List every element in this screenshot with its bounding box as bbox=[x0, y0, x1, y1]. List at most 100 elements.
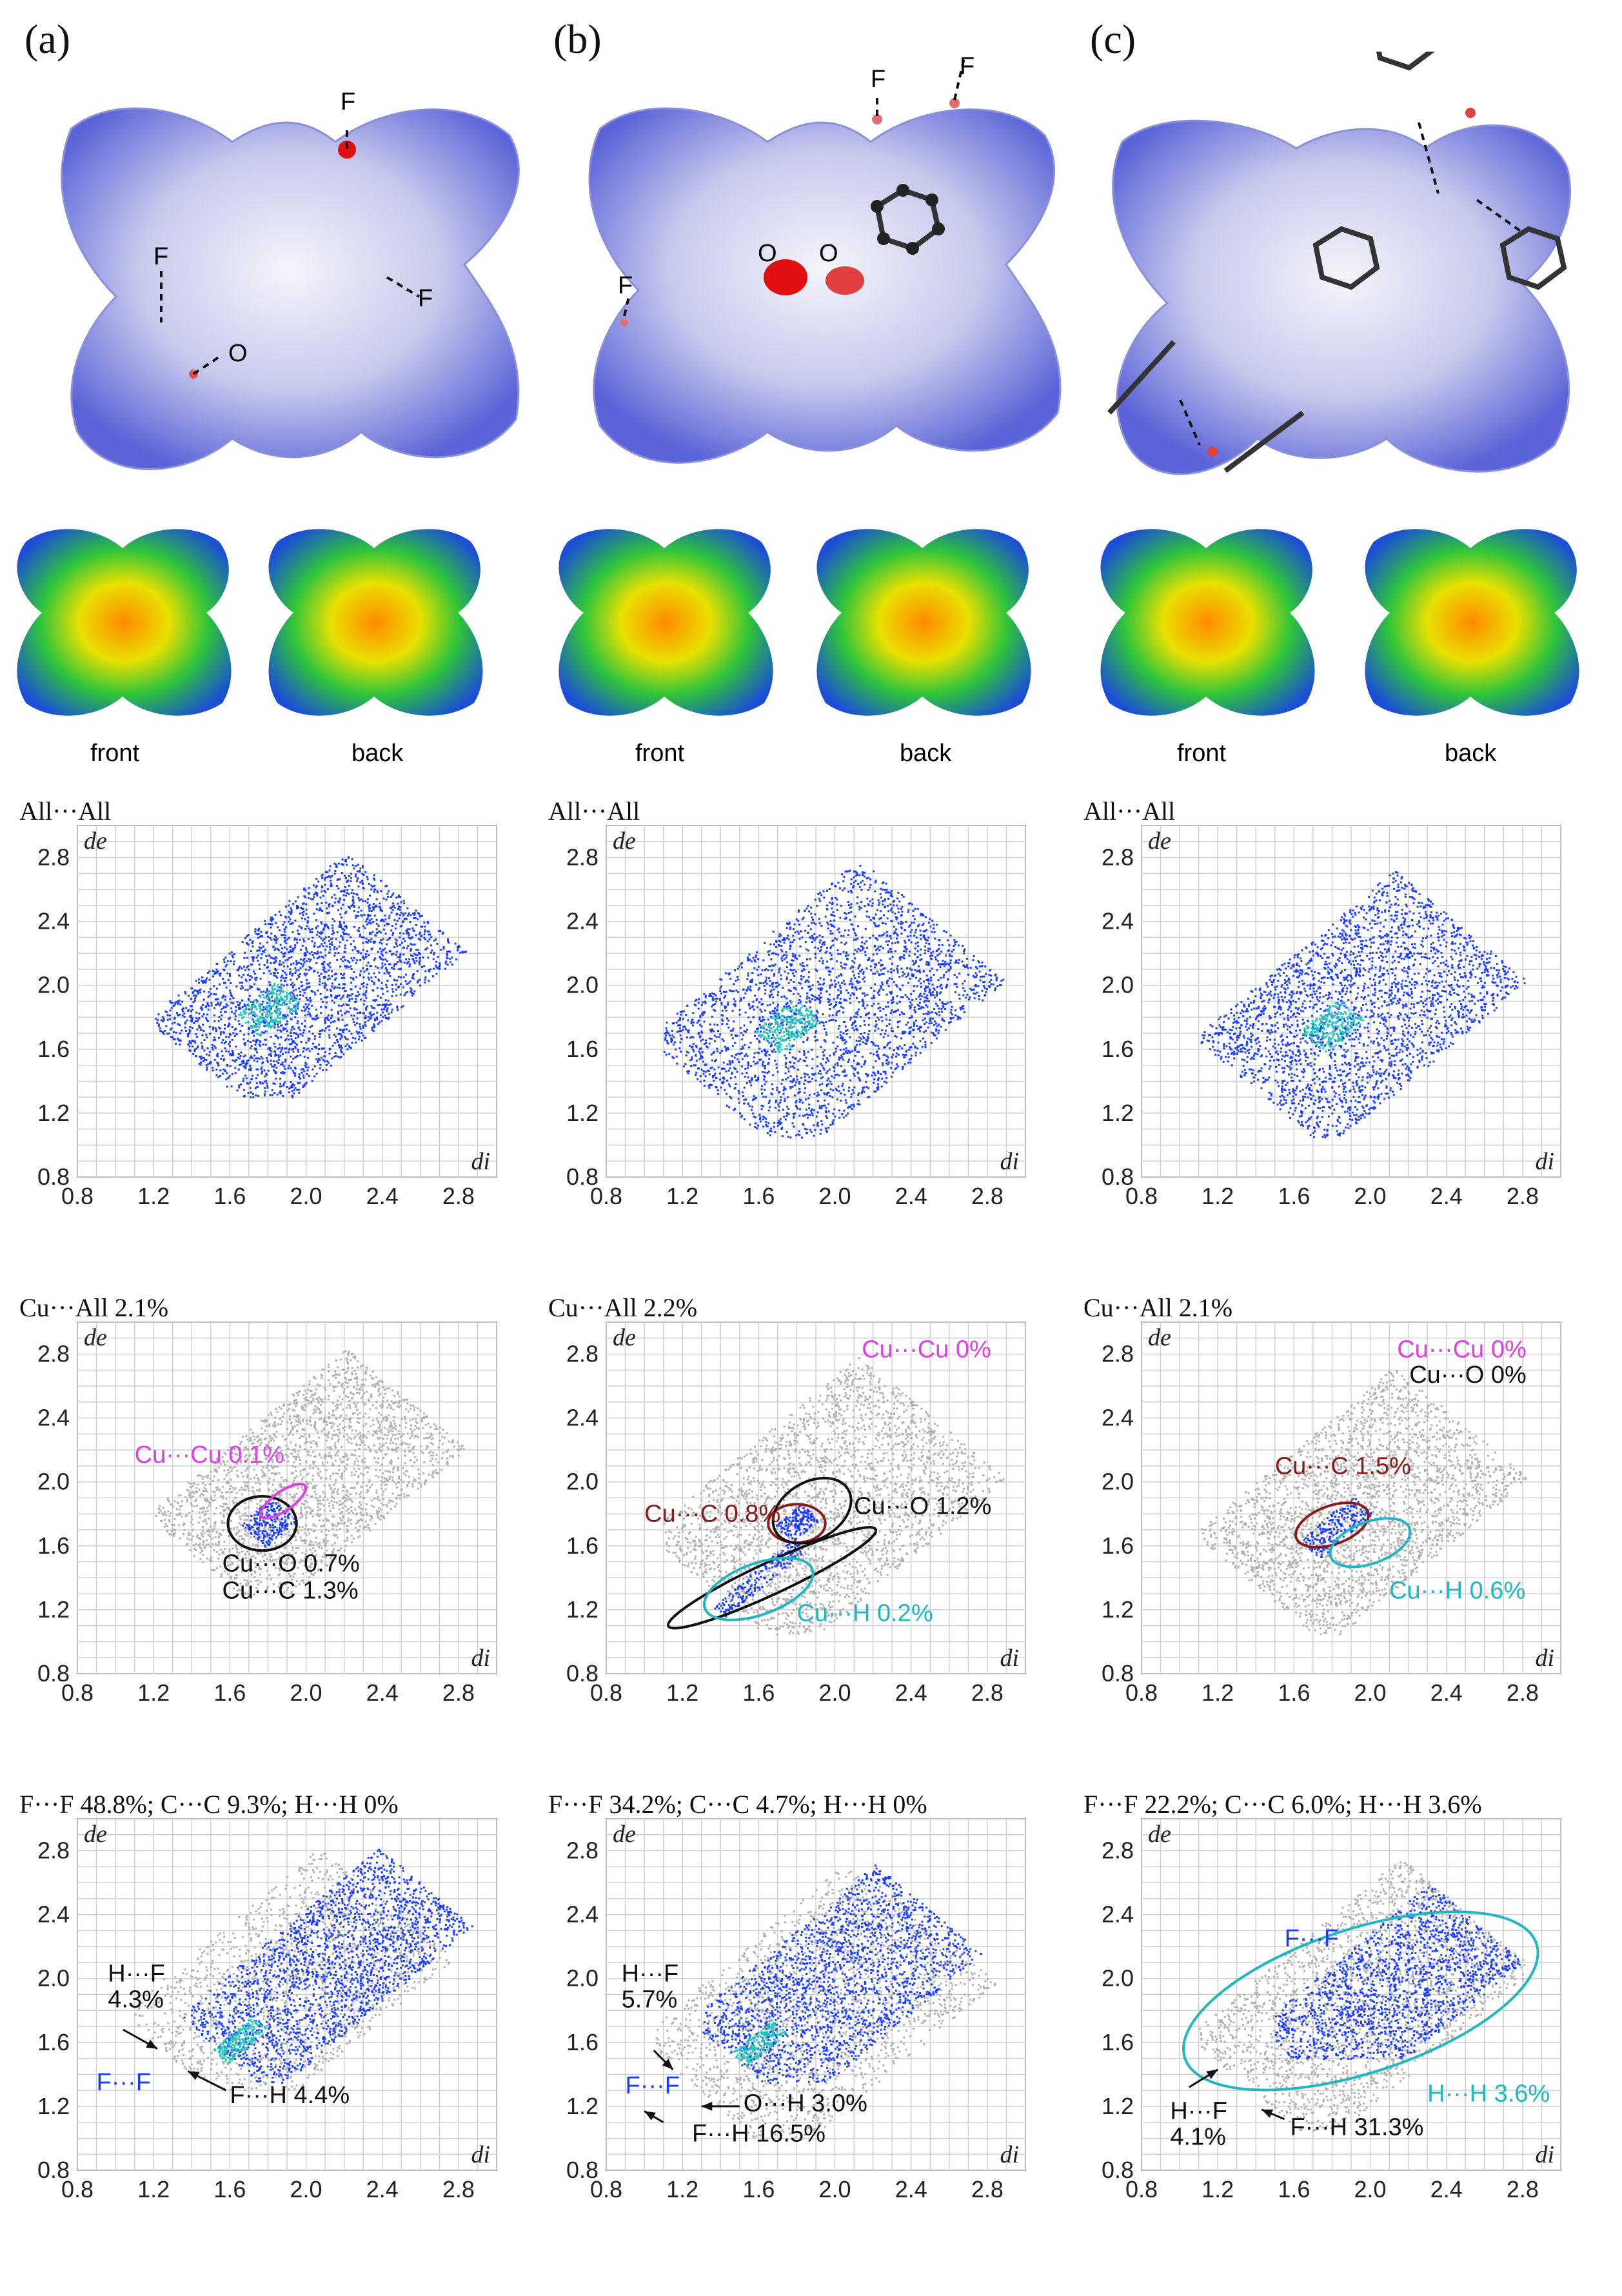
scatter-point bbox=[262, 994, 264, 996]
scatter-point bbox=[244, 1008, 246, 1011]
scatter-point bbox=[927, 964, 929, 967]
scatter-point bbox=[402, 1005, 404, 1007]
scatter-point bbox=[259, 1018, 262, 1020]
scatter-point bbox=[884, 906, 886, 909]
scatter-point bbox=[711, 1076, 714, 1078]
scatter-point bbox=[357, 864, 359, 866]
scatter-point bbox=[896, 969, 899, 972]
scatter-point bbox=[390, 1011, 393, 1014]
scatter-point bbox=[396, 979, 399, 982]
scatter-point bbox=[917, 1007, 920, 1010]
scatter-point bbox=[292, 1000, 294, 1002]
scatter-point bbox=[816, 1020, 819, 1022]
scatter-point bbox=[933, 1020, 936, 1023]
scatter-point bbox=[306, 986, 308, 989]
scatter-point bbox=[949, 1016, 952, 1019]
scatter-point bbox=[190, 1014, 192, 1017]
scatter-point bbox=[931, 920, 934, 922]
scatter-point bbox=[391, 1008, 393, 1011]
scatter-point bbox=[827, 1126, 830, 1129]
scatter-point bbox=[270, 1063, 272, 1065]
scatter-point bbox=[858, 1078, 861, 1081]
scatter-point bbox=[815, 1115, 818, 1118]
scatter-point bbox=[208, 1054, 211, 1057]
scatter-point bbox=[344, 965, 346, 967]
scatter-point bbox=[228, 1036, 230, 1038]
scatter-point bbox=[762, 1118, 764, 1121]
scatter-point bbox=[198, 978, 201, 981]
scatter-point bbox=[389, 950, 391, 953]
scatter-point bbox=[935, 1022, 937, 1025]
scatter-point bbox=[300, 962, 302, 965]
scatter-point bbox=[280, 951, 282, 954]
scatter-point bbox=[259, 1040, 261, 1043]
scatter-point bbox=[277, 971, 279, 974]
scatter-point bbox=[936, 991, 938, 994]
scatter-point bbox=[219, 972, 222, 975]
scatter-point bbox=[314, 1035, 317, 1038]
scatter-point bbox=[294, 1010, 297, 1013]
scatter-point bbox=[419, 931, 421, 934]
scatter-point bbox=[245, 1008, 248, 1011]
scatter-point bbox=[835, 1012, 838, 1014]
scatter-point bbox=[199, 988, 202, 991]
scatter-point bbox=[858, 1051, 860, 1053]
scatter-point bbox=[223, 1031, 225, 1033]
scatter-point bbox=[903, 957, 905, 960]
scatter-point bbox=[173, 1016, 176, 1019]
scatter-point bbox=[797, 1133, 800, 1136]
scatter-point bbox=[286, 1085, 288, 1088]
scatter-point bbox=[758, 1052, 760, 1054]
scatter-point bbox=[828, 1019, 831, 1022]
scatter-point bbox=[371, 1029, 373, 1031]
scatter-point bbox=[388, 1013, 390, 1015]
scatter-point bbox=[412, 993, 415, 995]
scatter-point bbox=[283, 936, 286, 939]
scatter-point bbox=[890, 968, 893, 971]
scatter-point bbox=[292, 1058, 295, 1060]
scatter-point bbox=[867, 876, 870, 879]
scatter-point bbox=[279, 914, 282, 916]
scatter-point bbox=[219, 1002, 222, 1004]
scatter-point bbox=[419, 915, 421, 917]
scatter-point bbox=[882, 933, 884, 936]
scatter-point bbox=[337, 1033, 340, 1036]
scatter-point bbox=[284, 1027, 287, 1030]
scatter-point bbox=[861, 968, 864, 971]
scatter-point bbox=[895, 1052, 898, 1054]
scatter-point bbox=[328, 940, 330, 942]
scatter-point bbox=[938, 939, 941, 942]
scatter-point bbox=[217, 1002, 219, 1004]
scatter-point bbox=[804, 1073, 807, 1076]
scatter-point bbox=[346, 1010, 348, 1013]
scatter-point bbox=[891, 1071, 894, 1074]
scatter-point bbox=[304, 918, 306, 920]
scatter-point bbox=[232, 956, 234, 958]
scatter-point bbox=[677, 1019, 680, 1022]
scatter-points bbox=[663, 864, 1005, 1139]
scatter-point bbox=[822, 1066, 825, 1069]
scatter-point bbox=[900, 956, 902, 958]
scatter-point bbox=[985, 973, 987, 975]
scatter-point bbox=[326, 963, 329, 965]
scatter-point bbox=[364, 1007, 367, 1009]
scatter-point bbox=[269, 1020, 272, 1023]
scatter-point bbox=[789, 927, 791, 930]
scatter-point bbox=[208, 1025, 211, 1028]
scatter-point bbox=[916, 1004, 919, 1006]
scatter-point bbox=[425, 948, 428, 951]
scatter-point bbox=[771, 1088, 774, 1091]
scatter-point bbox=[769, 943, 772, 945]
scatter-point bbox=[699, 1080, 702, 1083]
scatter-point bbox=[344, 947, 346, 949]
scatter-point bbox=[324, 1027, 327, 1029]
scatter-point bbox=[320, 1005, 322, 1008]
scatter-point bbox=[805, 980, 807, 982]
scatter-point bbox=[230, 1011, 233, 1013]
scatter-point bbox=[321, 877, 324, 880]
scatter-point bbox=[855, 996, 858, 999]
scatter-point bbox=[197, 982, 200, 984]
scatter-point bbox=[339, 1056, 341, 1059]
scatter-point bbox=[955, 961, 958, 964]
scatter-point bbox=[266, 1009, 269, 1011]
